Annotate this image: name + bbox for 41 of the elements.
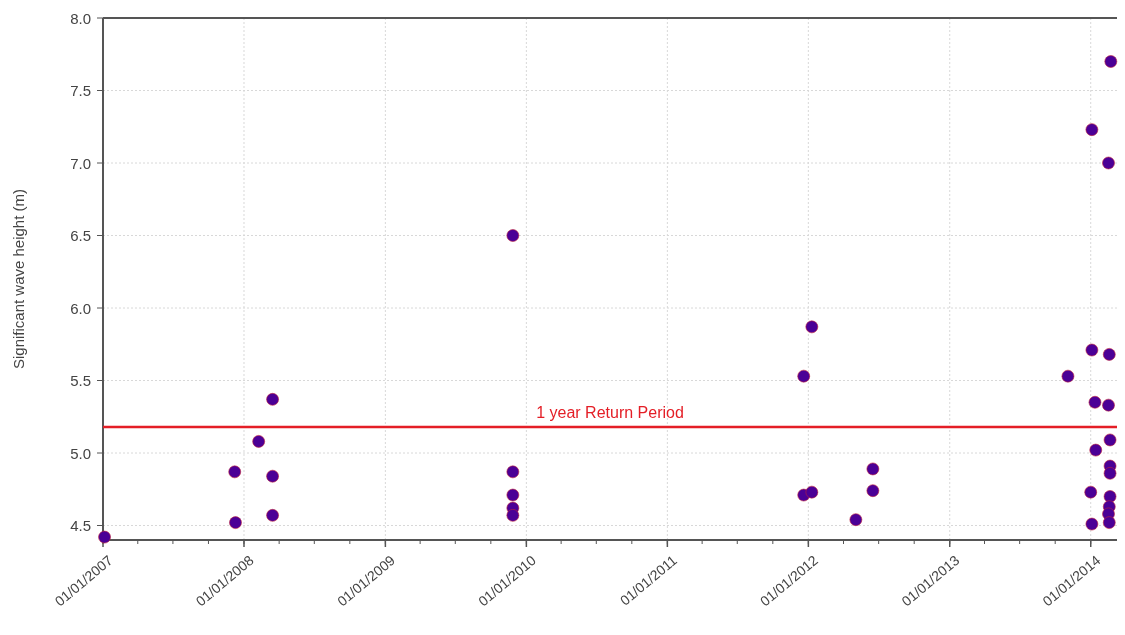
ref-line-label: 1 year Return Period — [536, 403, 684, 421]
point — [1061, 369, 1075, 383]
y-tick-label: 6.0 — [70, 299, 91, 317]
point — [805, 485, 819, 499]
y-tick-label: 5.0 — [70, 444, 91, 462]
point — [506, 465, 520, 479]
y-axis-title: Significant wave height (m) — [10, 188, 27, 370]
point — [866, 462, 880, 476]
point — [1084, 485, 1098, 499]
point — [849, 513, 863, 526]
point — [797, 369, 811, 383]
point — [266, 469, 279, 483]
point — [1102, 156, 1115, 170]
point — [506, 509, 520, 522]
y-tick-label: 5.5 — [70, 372, 91, 389]
point — [866, 484, 880, 497]
point — [252, 435, 265, 448]
point — [1103, 433, 1117, 447]
point — [266, 509, 279, 522]
point — [506, 229, 520, 242]
point — [1085, 517, 1099, 531]
point — [1089, 443, 1103, 457]
point — [506, 488, 520, 502]
point — [805, 320, 819, 334]
point — [1102, 398, 1115, 412]
point — [1103, 467, 1117, 480]
point — [228, 465, 242, 479]
y-tick-label: 7.0 — [70, 154, 91, 172]
point — [1085, 123, 1099, 136]
y-tick-label: 6.5 — [70, 227, 91, 244]
y-tick-label: 7.5 — [70, 82, 91, 99]
y-tick-label: 4.5 — [70, 517, 91, 534]
point — [1104, 55, 1118, 68]
point — [1088, 395, 1102, 409]
y-tick-label: 8.0 — [70, 9, 91, 27]
point — [229, 516, 242, 529]
point — [98, 530, 111, 544]
point — [1102, 348, 1116, 361]
point — [266, 393, 279, 406]
point — [1085, 343, 1099, 357]
point — [1102, 516, 1116, 529]
